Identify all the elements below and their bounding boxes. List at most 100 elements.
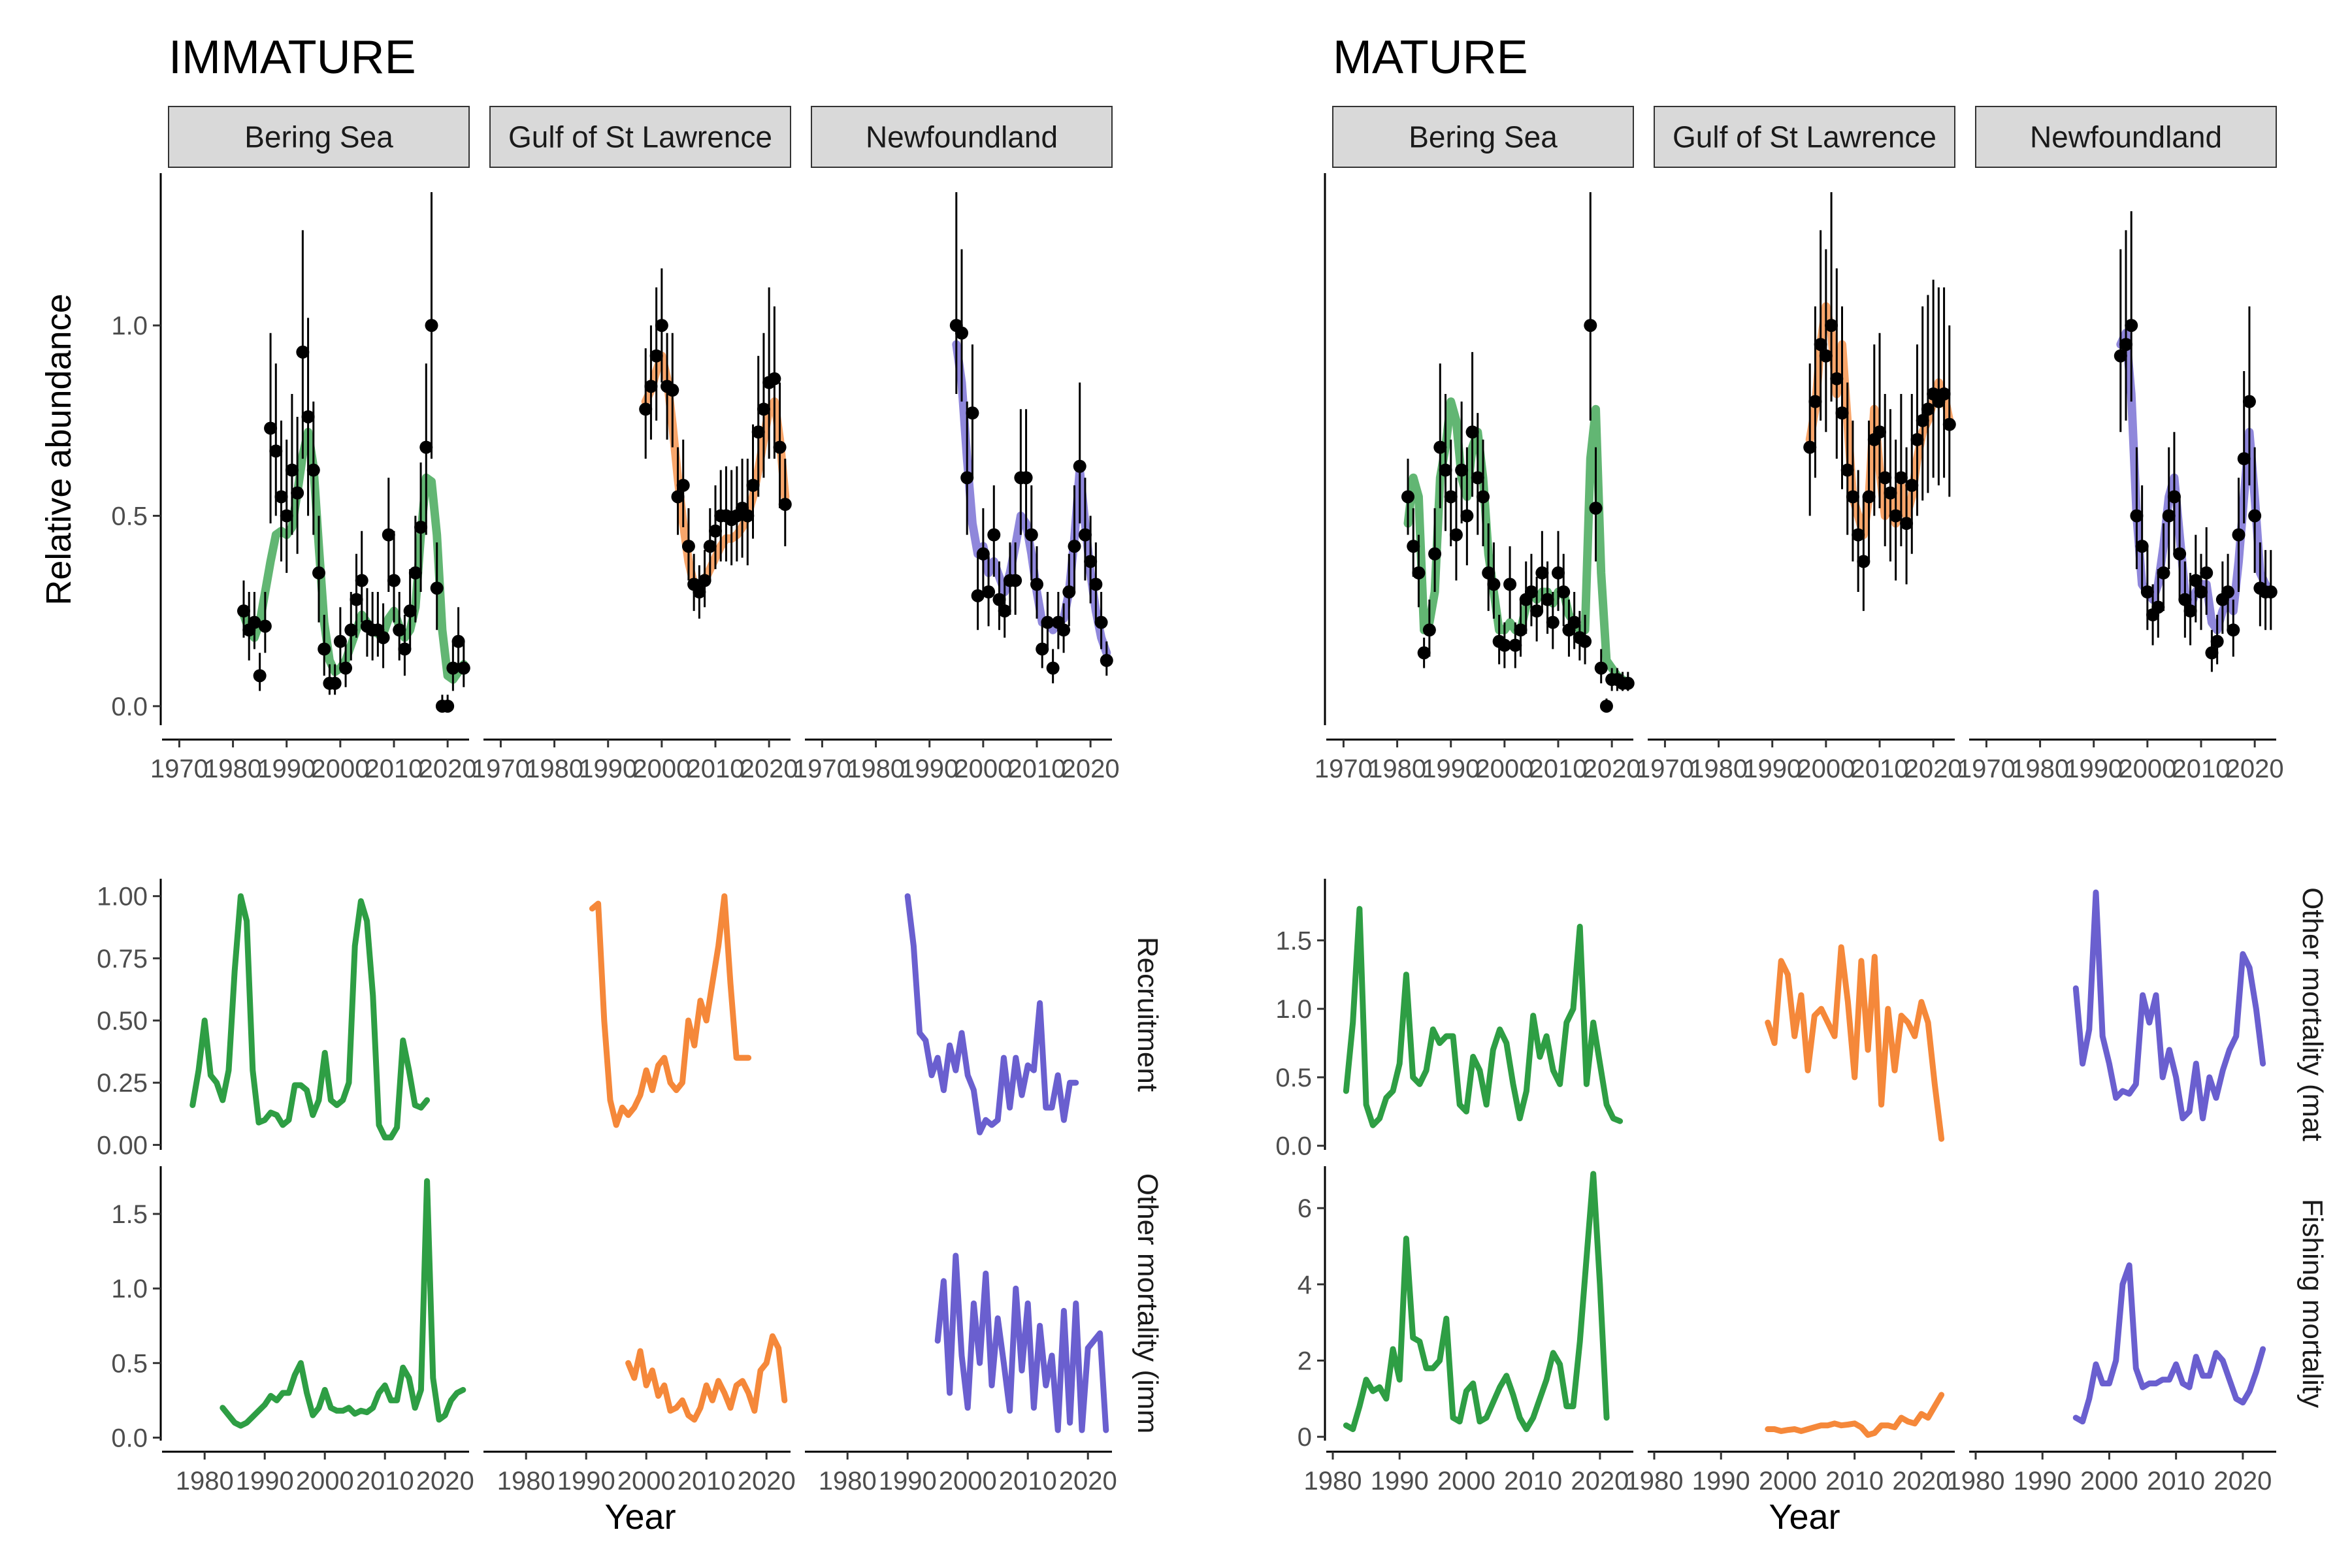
data-point — [960, 471, 974, 485]
data-point — [2125, 319, 2138, 333]
x-tick-label: 2000 — [1759, 1467, 1817, 1495]
x-tick-label: 1980 — [1368, 755, 1426, 783]
data-point — [376, 630, 390, 644]
data-point — [1497, 638, 1511, 652]
data-point — [1530, 604, 1544, 618]
facet-strip — [168, 106, 470, 168]
x-tick-label: 1980 — [1304, 1467, 1362, 1495]
data-point — [2221, 585, 2235, 599]
data-point — [693, 585, 706, 599]
data-point — [1830, 372, 1844, 385]
data-point — [441, 699, 455, 713]
data-point — [425, 319, 438, 333]
data-point — [1068, 540, 1081, 553]
x-tick-label: 2020 — [1062, 755, 1120, 783]
data-point — [1078, 528, 1092, 542]
y-tick-label: 0.5 — [111, 1349, 148, 1378]
x-tick-label: 2000 — [939, 1467, 997, 1495]
data-point — [1019, 471, 1033, 485]
x-tick-label: 1990 — [1692, 1467, 1750, 1495]
x-tick-label: 1980 — [819, 1467, 877, 1495]
x-tick-label: 1980 — [204, 755, 262, 783]
x-tick-label: 1990 — [879, 1467, 937, 1495]
data-point — [1878, 471, 1892, 485]
x-tick-label: 2000 — [2080, 1467, 2138, 1495]
data-point — [768, 372, 781, 385]
data-point — [2183, 604, 2197, 618]
data-point — [1401, 490, 1414, 504]
y-tick-label: 0.5 — [1275, 1064, 1312, 1092]
x-tick-label: 1970 — [1315, 755, 1373, 783]
y-axis-title: Relative abundance — [39, 293, 78, 605]
x-tick-label: 1990 — [1422, 755, 1480, 783]
x-tick-label: 1990 — [2065, 755, 2123, 783]
data-point — [306, 463, 320, 477]
data-point — [1084, 555, 1098, 568]
data-point — [280, 509, 293, 523]
data-point — [382, 528, 395, 542]
data-point — [966, 406, 979, 420]
data-point — [2264, 585, 2278, 599]
data-point — [1482, 566, 1495, 580]
data-point — [671, 490, 685, 504]
x-tick-label: 2010 — [356, 1467, 414, 1495]
y-tick-label: 0 — [1298, 1423, 1312, 1452]
x-tick-label: 2000 — [1797, 755, 1855, 783]
data-point — [301, 410, 315, 423]
data-point — [1455, 463, 1469, 477]
x-tick-label: 2020 — [419, 755, 477, 783]
data-point — [457, 661, 470, 675]
series-line — [589, 893, 752, 1128]
data-point — [430, 581, 444, 595]
data-point — [1073, 459, 1086, 473]
data-point — [339, 661, 353, 675]
data-point — [1884, 486, 1897, 500]
data-point — [1433, 440, 1447, 454]
data-point — [408, 566, 422, 580]
x-tick-label: 2020 — [1059, 1467, 1117, 1495]
data-point — [1449, 528, 1463, 542]
x-tick-label: 1980 — [525, 755, 583, 783]
data-point — [398, 642, 412, 656]
data-point — [2140, 585, 2154, 599]
x-tick-label: 2010 — [1504, 1467, 1562, 1495]
x-tick-label: 2010 — [1008, 755, 1066, 783]
data-point — [1889, 509, 1903, 523]
data-point — [955, 326, 968, 340]
data-point — [998, 604, 1011, 618]
data-point — [333, 634, 347, 648]
data-point — [1567, 615, 1581, 629]
data-point — [264, 421, 278, 435]
data-point — [296, 345, 310, 359]
x-tick-label: 2000 — [296, 1467, 354, 1495]
data-point — [446, 661, 460, 675]
data-point — [318, 642, 331, 656]
y-tick-label: 1.00 — [97, 883, 148, 911]
x-tick-label: 2020 — [738, 1467, 796, 1495]
data-point — [2119, 338, 2132, 351]
data-point — [1910, 433, 1924, 446]
x-tick-label: 1980 — [1625, 1467, 1684, 1495]
data-point — [2237, 452, 2251, 466]
x-tick-label: 1990 — [257, 755, 316, 783]
data-point — [1578, 634, 1592, 648]
x-tick-label: 2010 — [1825, 1467, 1884, 1495]
data-point — [1840, 463, 1854, 477]
data-point — [1552, 566, 1565, 580]
data-point — [746, 478, 760, 492]
data-point — [1024, 528, 1038, 542]
x-tick-label: 2000 — [1475, 755, 1533, 783]
y-tick-label: 1.0 — [111, 1275, 148, 1303]
data-point — [1862, 490, 1876, 504]
data-point — [1057, 623, 1071, 637]
y-tick-label: 0.00 — [97, 1131, 148, 1160]
data-point — [248, 615, 261, 629]
facet-strip-label: Bering Sea — [1409, 120, 1558, 154]
data-point — [1465, 425, 1479, 439]
x-tick-label: 1990 — [2014, 1467, 2072, 1495]
data-point — [778, 498, 792, 511]
y-tick-label: 0.0 — [111, 693, 148, 721]
x-tick-label: 2010 — [2172, 755, 2230, 783]
series-line — [1343, 1171, 1610, 1432]
